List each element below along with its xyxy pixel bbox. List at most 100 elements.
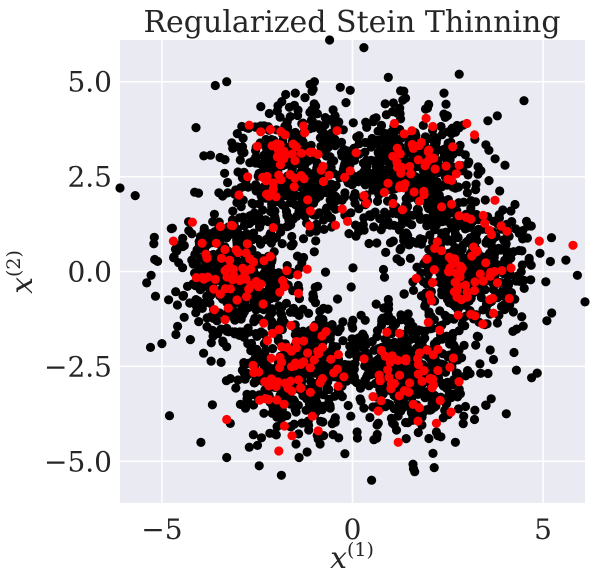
scatter-point bbox=[266, 207, 276, 217]
scatter-point bbox=[367, 337, 377, 347]
scatter-point bbox=[403, 309, 413, 319]
scatter-point bbox=[222, 326, 232, 336]
scatter-point bbox=[329, 183, 339, 193]
scatter-point bbox=[443, 174, 453, 184]
scatter-point bbox=[296, 383, 306, 393]
scatter-point bbox=[322, 203, 332, 213]
scatter-point bbox=[291, 439, 301, 449]
scatter-point bbox=[293, 288, 303, 298]
scatter-point bbox=[213, 329, 223, 339]
scatter-point bbox=[545, 256, 556, 267]
scatter-point bbox=[201, 249, 211, 259]
scatter-point bbox=[298, 121, 309, 131]
scatter-point bbox=[383, 72, 393, 82]
scatter-point bbox=[329, 416, 339, 426]
scatter-point bbox=[285, 192, 295, 202]
scatter-point bbox=[220, 315, 230, 325]
scatter-point bbox=[288, 395, 298, 405]
scatter-point bbox=[391, 403, 402, 413]
scatter-point bbox=[376, 396, 386, 406]
scatter-point bbox=[292, 307, 302, 317]
scatter-point bbox=[405, 161, 415, 172]
scatter-point bbox=[380, 351, 390, 361]
scatter-point bbox=[486, 394, 496, 404]
scatter-point bbox=[304, 425, 314, 435]
scatter-point bbox=[341, 98, 351, 108]
scatter-point bbox=[307, 411, 317, 421]
scatter-point bbox=[462, 118, 472, 129]
scatter-point bbox=[218, 336, 228, 346]
scatter-point bbox=[462, 188, 472, 198]
scatter-point bbox=[433, 344, 443, 354]
scatter-point bbox=[448, 353, 458, 363]
scatter-point bbox=[256, 102, 266, 112]
scatter-point bbox=[425, 374, 435, 384]
scatter-point bbox=[478, 210, 488, 220]
scatter-point bbox=[460, 280, 471, 290]
scatter-point bbox=[348, 263, 358, 273]
scatter-point bbox=[256, 127, 266, 137]
scatter-point bbox=[469, 242, 479, 252]
scatter-point bbox=[221, 376, 231, 386]
scatter-point bbox=[287, 241, 297, 251]
scatter-point bbox=[246, 280, 256, 290]
scatter-point bbox=[389, 134, 399, 144]
scatter-point bbox=[317, 374, 327, 384]
scatter-point bbox=[438, 378, 448, 389]
y-tick-label: 5.0 bbox=[67, 66, 112, 99]
scatter-point bbox=[397, 341, 408, 351]
scatter-point bbox=[230, 315, 240, 325]
scatter-point bbox=[340, 449, 350, 459]
scatter-point bbox=[261, 215, 271, 225]
scatter-point bbox=[441, 311, 451, 322]
x-tick-label: −5 bbox=[141, 513, 182, 546]
scatter-point bbox=[298, 234, 309, 244]
scatter-point bbox=[424, 155, 434, 165]
scatter-point bbox=[526, 221, 536, 231]
scatter-point bbox=[225, 294, 235, 304]
scatter-point bbox=[168, 236, 178, 246]
scatter-point bbox=[223, 177, 233, 188]
scatter-point bbox=[408, 210, 418, 220]
scatter-point bbox=[305, 107, 315, 117]
scatter-point bbox=[290, 361, 300, 371]
scatter-point bbox=[369, 173, 379, 183]
scatter-point bbox=[441, 227, 451, 237]
scatter-point bbox=[277, 342, 287, 352]
scatter-point bbox=[293, 270, 303, 280]
scatter-point bbox=[526, 275, 536, 285]
scatter-point bbox=[524, 253, 534, 263]
scatter-point bbox=[259, 318, 269, 328]
scatter-point bbox=[336, 137, 347, 147]
scatter-point bbox=[347, 320, 357, 330]
scatter-point bbox=[322, 382, 332, 393]
scatter-point bbox=[248, 257, 259, 267]
scatter-point bbox=[334, 433, 344, 443]
scatter-point bbox=[453, 310, 463, 320]
scatter-point bbox=[517, 312, 527, 322]
scatter-point bbox=[178, 233, 188, 243]
scatter-point bbox=[258, 162, 269, 172]
scatter-point bbox=[418, 335, 428, 345]
scatter-point bbox=[407, 139, 417, 150]
scatter-point bbox=[432, 357, 442, 367]
scatter-point bbox=[481, 140, 491, 150]
scatter-point bbox=[265, 273, 275, 283]
scatter-point bbox=[269, 234, 279, 244]
scatter-point bbox=[274, 446, 284, 456]
scatter-point bbox=[426, 134, 436, 144]
scatter-point bbox=[237, 365, 247, 375]
scatter-point bbox=[231, 245, 241, 255]
scatter-point bbox=[466, 203, 476, 213]
scatter-point bbox=[343, 216, 353, 226]
scatter-point bbox=[444, 295, 455, 305]
scatter-point bbox=[293, 110, 303, 121]
scatter-point bbox=[242, 389, 252, 399]
scatter-point bbox=[478, 305, 488, 315]
scatter-point bbox=[332, 294, 343, 304]
scatter-point bbox=[232, 295, 242, 305]
scatter-point bbox=[238, 182, 248, 192]
scatter-point bbox=[299, 174, 309, 184]
scatter-point bbox=[328, 341, 338, 351]
scatter-point bbox=[320, 267, 331, 277]
